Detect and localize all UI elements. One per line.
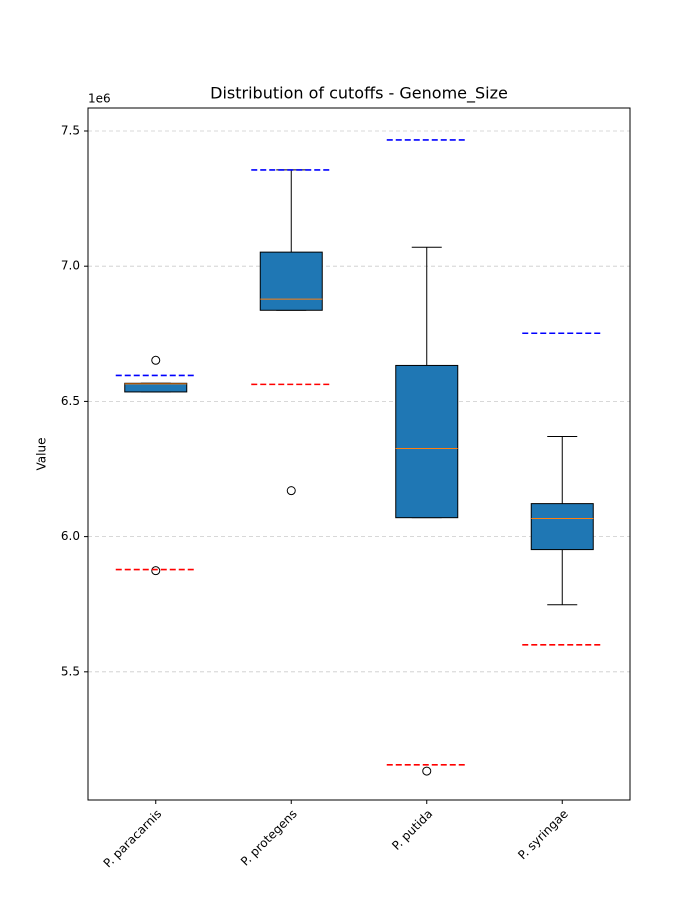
x-tick-label: P. protegens: [238, 807, 300, 869]
plot-frame: [87, 107, 631, 801]
box: [530, 503, 594, 551]
x-tick-label: P. syringae: [515, 807, 571, 863]
box: [395, 364, 459, 519]
y-axis-label: Value: [35, 438, 49, 471]
y-tick-label: 6.5: [61, 394, 80, 408]
outlier: [286, 486, 296, 496]
chart-title: Distribution of cutoffs - Genome_Size: [210, 84, 508, 104]
outlier: [422, 766, 432, 776]
y-offset-label: 1e6: [88, 92, 111, 106]
x-tick-label: P. paracarnis: [101, 807, 165, 871]
outlier: [151, 355, 161, 365]
outlier: [151, 566, 161, 576]
y-tick-label: 7.5: [61, 123, 80, 137]
box: [259, 251, 323, 311]
box: [124, 382, 188, 393]
y-tick-label: 5.5: [61, 664, 80, 678]
y-tick-label: 6.0: [61, 529, 80, 543]
y-tick-label: 7.0: [61, 259, 80, 273]
x-tick-label: P. putida: [389, 807, 435, 853]
